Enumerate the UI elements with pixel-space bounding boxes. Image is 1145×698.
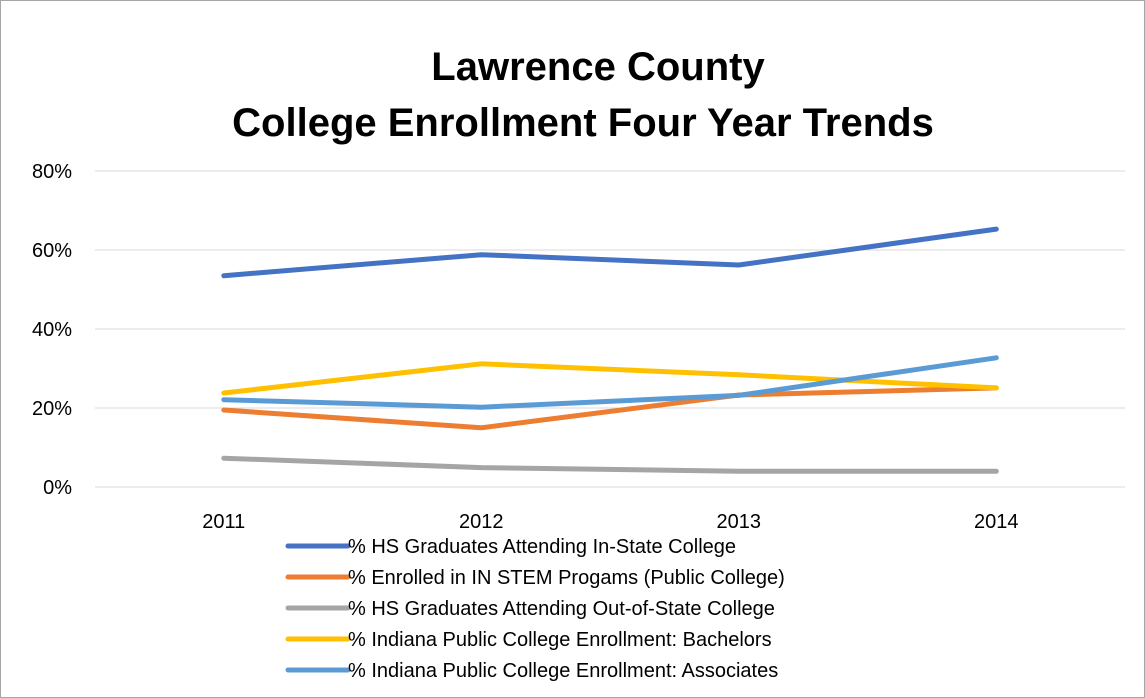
y-tick-label: 60% <box>32 240 72 262</box>
legend-label: % Indiana Public College Enrollment: Bac… <box>348 629 772 651</box>
series-line-4 <box>221 361 999 396</box>
y-tick-label: 0% <box>43 477 72 499</box>
y-tick-label: 80% <box>32 161 72 183</box>
series-lines <box>221 226 999 474</box>
legend-item: % HS Graduates Attending Out-of-State Co… <box>285 598 775 620</box>
series-line-2 <box>221 385 999 431</box>
legend: % HS Graduates Attending In-State Colleg… <box>285 536 785 682</box>
series-line-5 <box>221 355 999 410</box>
legend-label: % HS Graduates Attending In-State Colleg… <box>348 536 736 558</box>
y-tick-label: 20% <box>32 398 72 420</box>
gridlines <box>95 170 1125 488</box>
series-line-1 <box>221 226 999 279</box>
x-tick-label: 2011 <box>202 511 245 533</box>
chart-title-line-1: Lawrence County <box>431 45 765 89</box>
legend-item: % Indiana Public College Enrollment: Ass… <box>285 660 778 682</box>
legend-label: % Indiana Public College Enrollment: Ass… <box>348 660 778 682</box>
legend-item: % Indiana Public College Enrollment: Bac… <box>285 629 772 651</box>
chart-title-line-2: College Enrollment Four Year Trends <box>232 101 934 145</box>
series-line-3 <box>221 455 999 474</box>
y-axis-ticks: 0% 20% 40% 60% 80% <box>32 161 72 499</box>
x-axis-ticks: 2011 2012 2013 2014 <box>202 511 1018 533</box>
x-tick-label: 2013 <box>717 511 762 533</box>
legend-item: % Enrolled in IN STEM Progams (Public Co… <box>285 567 785 589</box>
legend-item: % HS Graduates Attending In-State Colleg… <box>285 536 736 558</box>
x-tick-label: 2014 <box>974 511 1019 533</box>
legend-label: % Enrolled in IN STEM Progams (Public Co… <box>348 567 785 589</box>
legend-label: % HS Graduates Attending Out-of-State Co… <box>348 598 775 620</box>
y-tick-label: 40% <box>32 319 72 341</box>
x-tick-label: 2012 <box>459 511 504 533</box>
